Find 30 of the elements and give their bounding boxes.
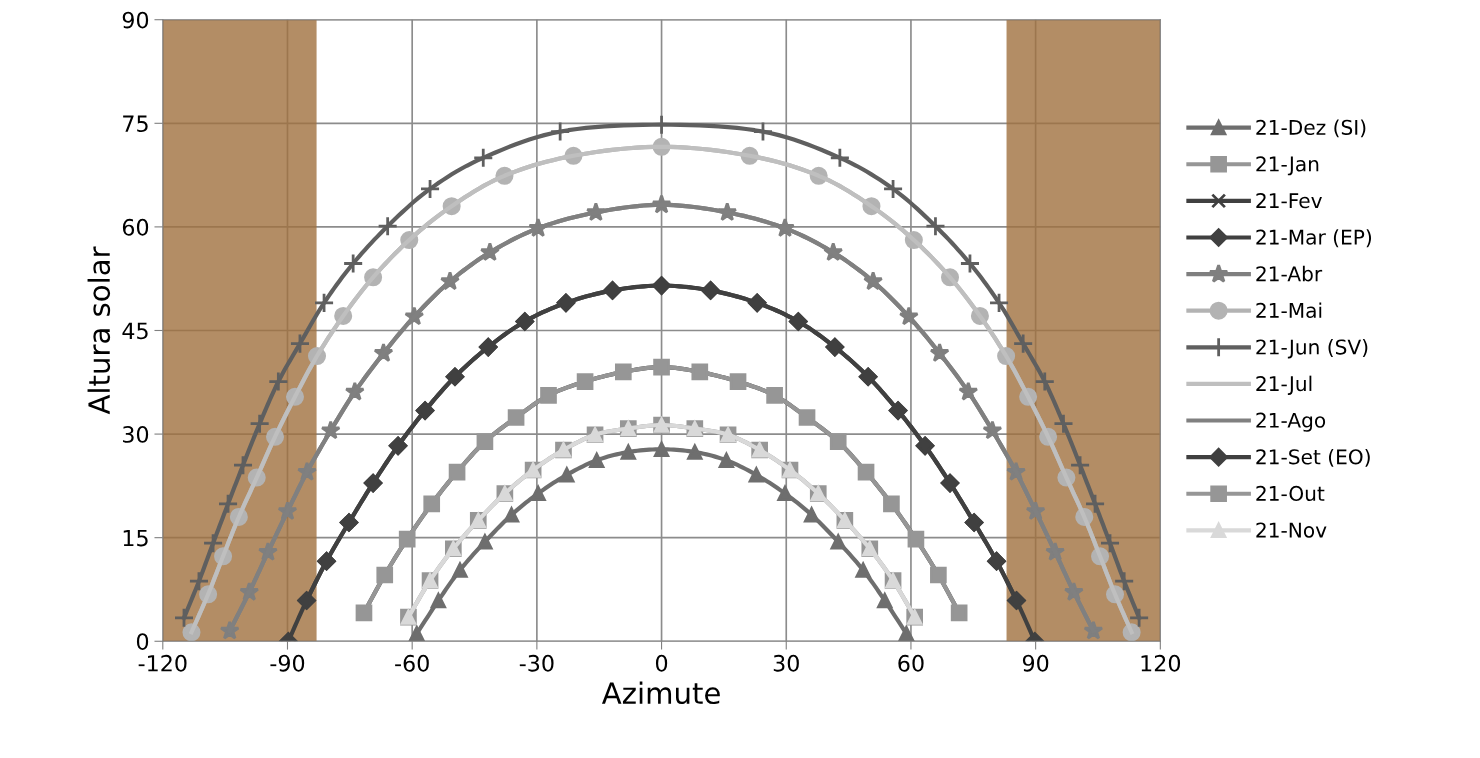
legend-label: 21-Fev <box>1256 192 1322 209</box>
legend-label: 21-Ago <box>1256 412 1326 432</box>
legend-label: 21-Abr <box>1256 265 1323 282</box>
legend-label: 21-Nov <box>1256 522 1327 538</box>
x-tick-label: -120 <box>138 654 187 672</box>
x-tick-label: -60 <box>395 654 429 672</box>
legend-label: 21-Out <box>1256 485 1325 502</box>
x-tick-label: 60 <box>898 654 924 672</box>
x-tick-label: -30 <box>519 654 554 672</box>
x-axis-title: Azimute <box>601 681 720 705</box>
y-tick-label: 15 <box>123 529 148 547</box>
x-tick-label: 90 <box>1022 654 1049 672</box>
legend-label: 21-Jan <box>1256 156 1319 176</box>
legend-label: 21-Dez (SI) <box>1256 119 1366 138</box>
x-tick-label: 120 <box>1141 654 1181 672</box>
legend-label: 21-Mar (EP) <box>1256 229 1372 248</box>
y-tick-label: 90 <box>122 11 149 29</box>
y-tick-label: 60 <box>122 218 149 236</box>
legend-label: 21-Jun (SV) <box>1256 339 1368 359</box>
y-tick-label: 0 <box>136 633 149 651</box>
legend-label: 21-Mai <box>1256 302 1322 319</box>
y-axis-title: Altura solar <box>87 246 111 415</box>
y-tick-label: 45 <box>122 322 148 340</box>
y-tick-label: 30 <box>123 426 149 443</box>
legend-label: 21-Jul <box>1256 375 1312 395</box>
x-tick-label: 30 <box>773 654 799 672</box>
legend-label: 21-Set (EO) <box>1256 448 1370 467</box>
x-tick-label: 0 <box>655 654 668 672</box>
y-tick-label: 75 <box>123 115 148 133</box>
x-tick-label: -90 <box>270 654 305 672</box>
